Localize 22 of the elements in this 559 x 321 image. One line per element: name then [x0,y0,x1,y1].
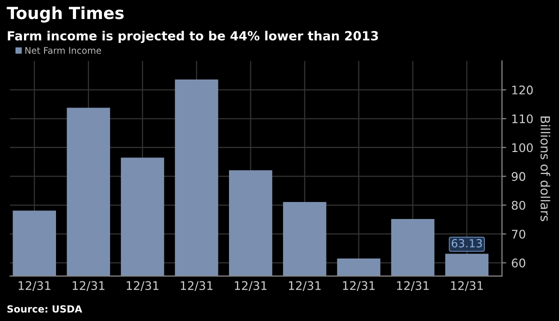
x-tick-label: 12/31 [397,281,429,291]
y-tick-label: 120 [512,86,533,94]
x-tick-label: 12/31 [234,281,267,291]
y-tick-label: 70 [512,230,526,239]
y-tick-label: 90 [512,172,526,181]
chart-title: Tough Times [6,6,124,23]
x-tick-label: 12/31 [288,281,321,291]
y-axis-title: Billions of dollars [540,116,550,222]
y-tick-label: 80 [512,200,526,210]
legend-label: Net Farm Income [25,47,102,54]
chart-subtitle: Farm income is projected to be 44% lower than 2013 [8,30,378,44]
data-label: 63.13 [452,239,482,248]
source-note: Source: USDA [7,305,82,313]
y-tick-label: 100 [512,143,533,152]
y-tick-label: 110 [512,114,533,124]
x-tick-label: 12/31 [451,281,483,291]
x-tick-label: 12/31 [18,281,50,291]
x-tick-label: 12/31 [343,281,375,291]
x-tick-label: 12/31 [126,281,158,291]
x-tick-label: 12/31 [72,281,104,291]
x-tick-label: 12/31 [180,281,212,291]
y-tick-label: 60 [512,258,526,268]
